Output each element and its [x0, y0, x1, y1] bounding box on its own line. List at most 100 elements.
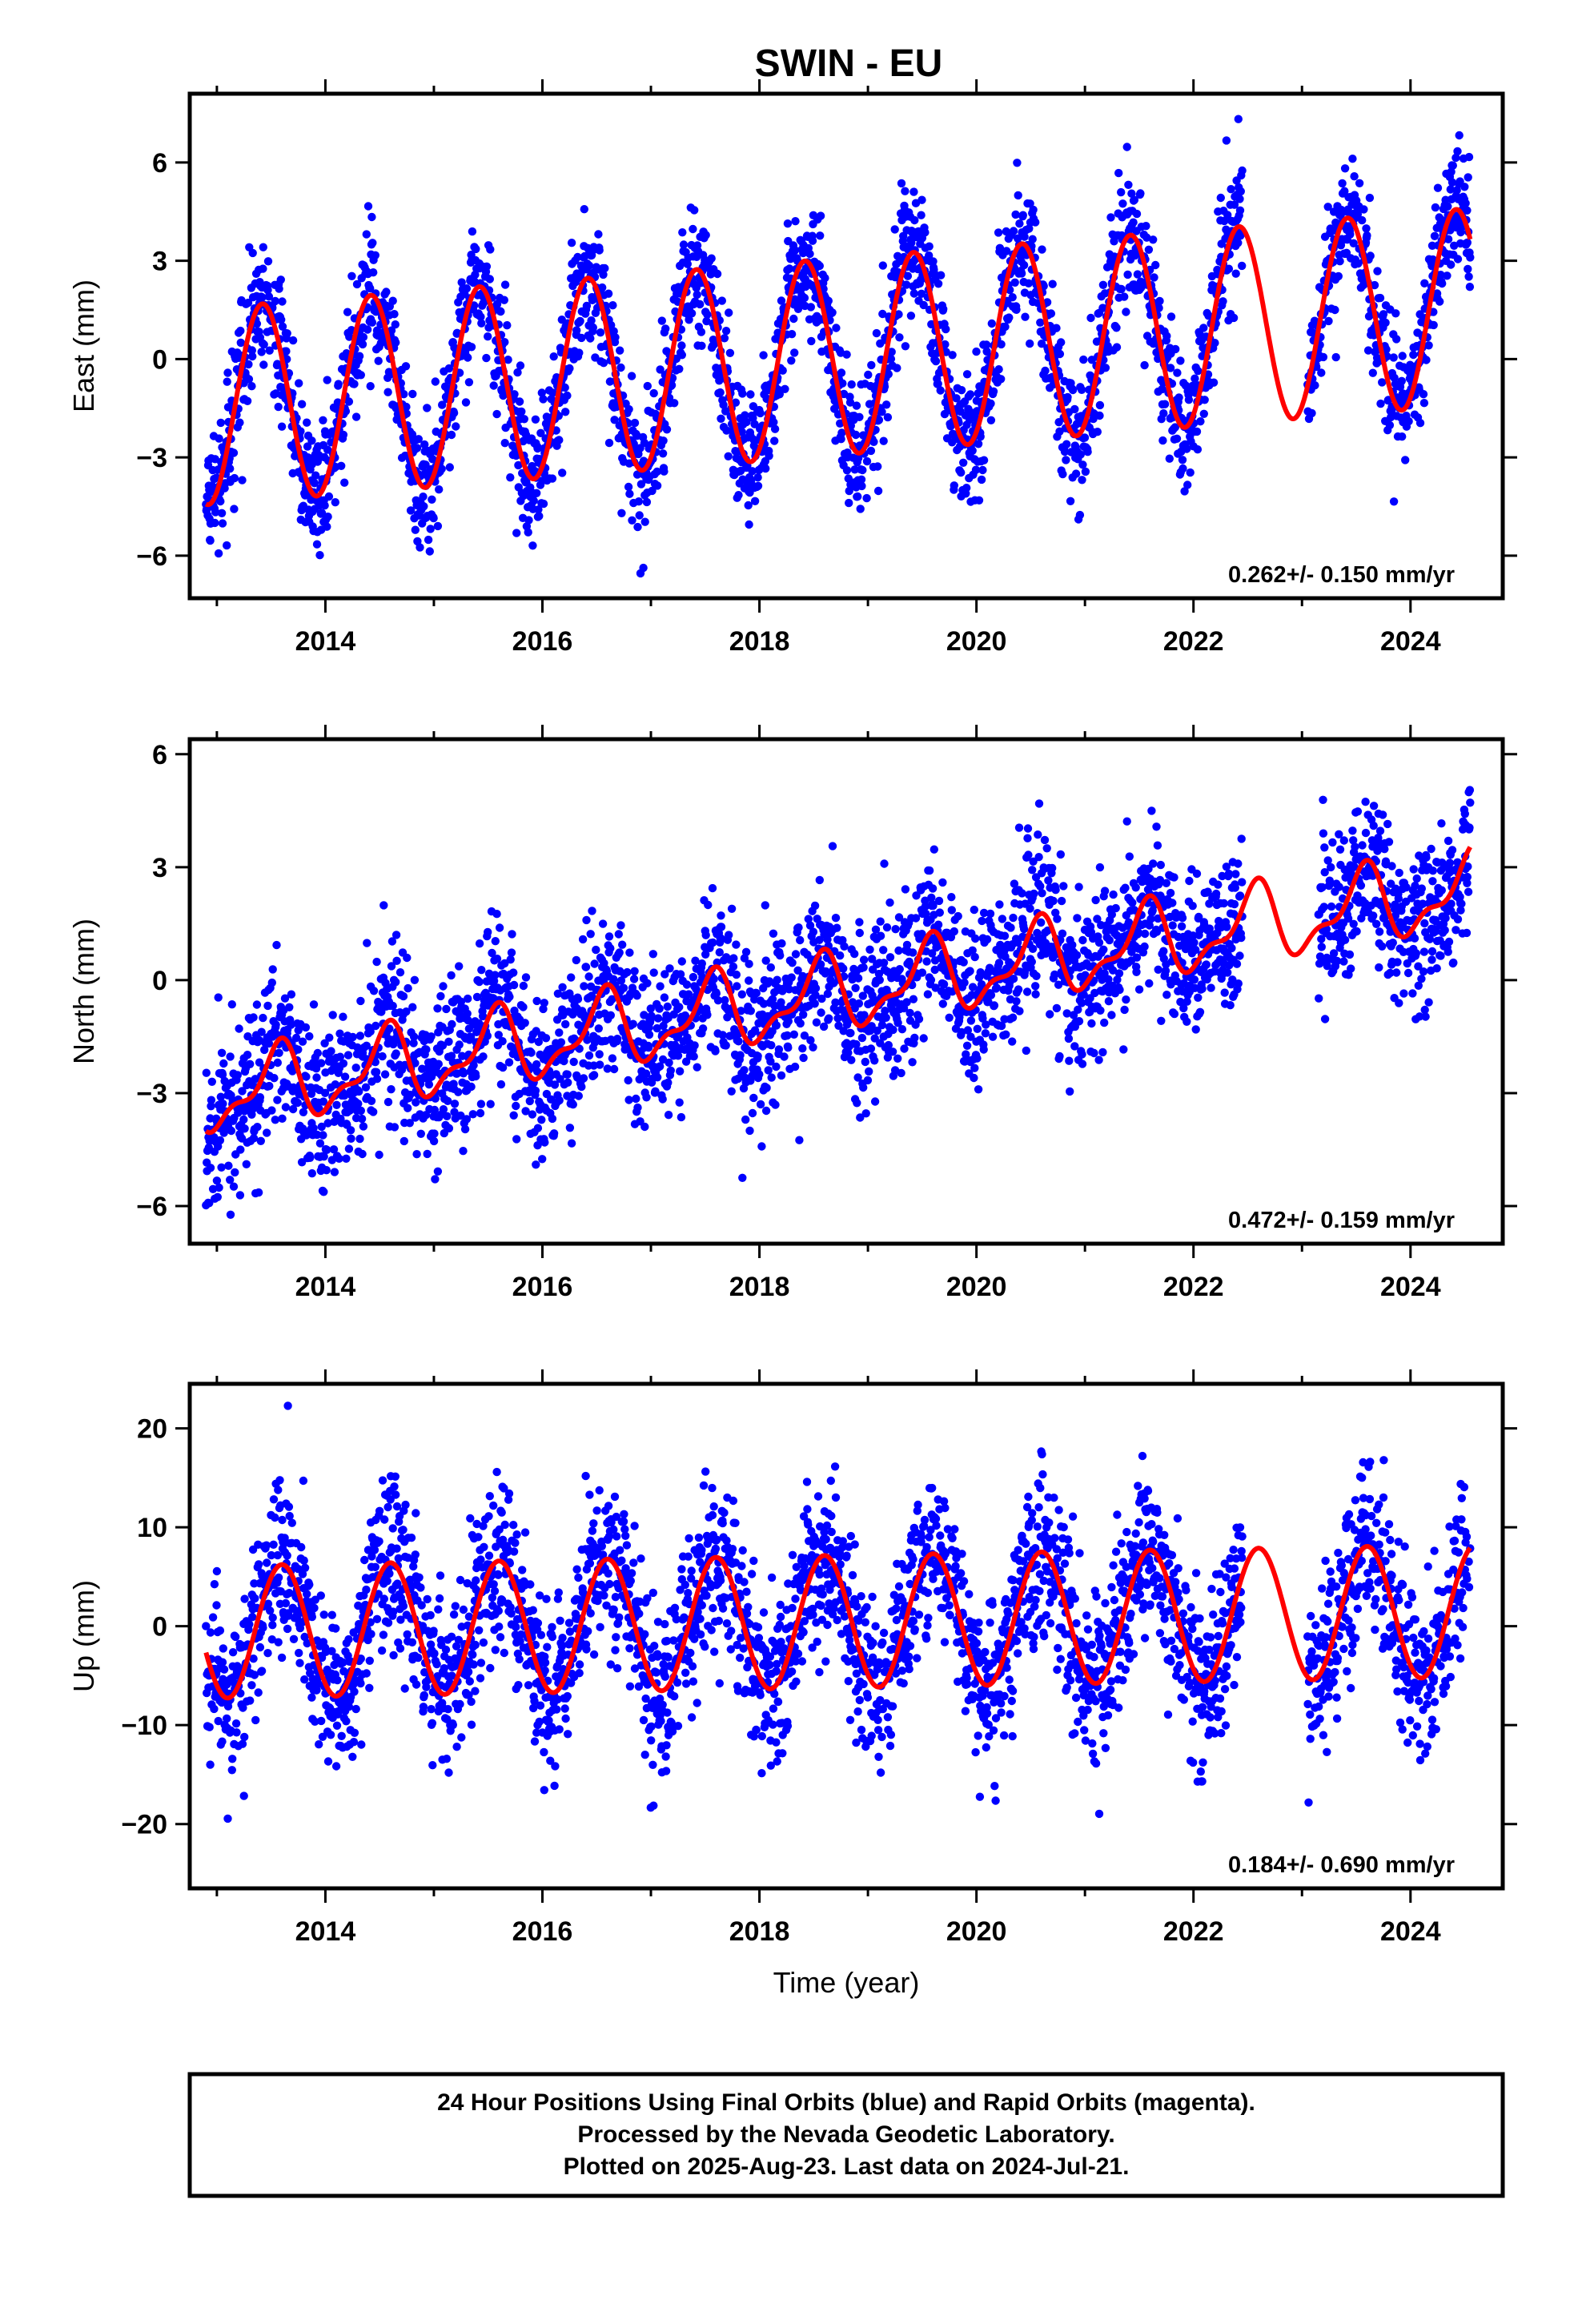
- data-point: [347, 1134, 355, 1144]
- data-point: [748, 1108, 757, 1118]
- data-point: [716, 388, 725, 397]
- data-point: [1038, 245, 1046, 254]
- data-point: [427, 1032, 436, 1041]
- data-point: [844, 1048, 853, 1057]
- data-point: [732, 940, 741, 949]
- data-point: [371, 251, 379, 259]
- data-point: [652, 1023, 661, 1033]
- data-point: [887, 348, 896, 356]
- data-point: [428, 495, 436, 504]
- data-point: [586, 930, 595, 939]
- data-point: [244, 375, 254, 384]
- data-point: [444, 1037, 453, 1047]
- data-point: [868, 991, 877, 1000]
- data-point: [937, 271, 946, 279]
- data-point: [929, 901, 938, 911]
- data-point: [877, 408, 886, 416]
- data-point: [584, 1051, 594, 1060]
- data-point: [928, 884, 938, 893]
- data-point: [859, 963, 868, 972]
- data-point: [790, 246, 800, 255]
- data-point: [867, 998, 876, 1007]
- data-point: [319, 1131, 327, 1140]
- data-point: [746, 390, 755, 399]
- data-point: [475, 1019, 484, 1028]
- data-point: [309, 1124, 318, 1132]
- data-point: [810, 901, 820, 911]
- data-point: [962, 1050, 970, 1059]
- data-point: [598, 283, 607, 292]
- data-point: [1415, 419, 1425, 428]
- data-point: [312, 1073, 321, 1082]
- data-point: [952, 394, 961, 403]
- data-point: [1428, 255, 1438, 264]
- data-point: [391, 931, 401, 939]
- data-point: [563, 1070, 572, 1079]
- data-point: [1447, 167, 1456, 176]
- data-point: [1455, 131, 1464, 140]
- data-point: [649, 968, 658, 977]
- data-point: [464, 378, 474, 387]
- data-point: [936, 386, 945, 395]
- data-point: [329, 1145, 339, 1154]
- y-tick-label: −6: [136, 541, 167, 572]
- data-point: [1370, 280, 1379, 290]
- data-point: [303, 418, 311, 427]
- data-point: [737, 428, 746, 436]
- data-point: [938, 878, 947, 887]
- data-point: [282, 347, 291, 356]
- data-point: [617, 509, 626, 517]
- data-point: [340, 478, 349, 487]
- data-point: [294, 1045, 303, 1054]
- data-point: [1398, 352, 1407, 360]
- data-point: [1186, 468, 1195, 477]
- data-point: [960, 978, 969, 987]
- data-point: [412, 1150, 421, 1159]
- data-point: [633, 522, 642, 532]
- data-point: [472, 244, 480, 254]
- data-point: [624, 1076, 632, 1085]
- data-point: [257, 348, 266, 356]
- data-point: [938, 999, 948, 1008]
- data-point: [596, 328, 605, 337]
- data-point: [616, 921, 625, 930]
- data-point: [804, 915, 813, 923]
- data-point: [750, 497, 760, 505]
- data-point: [703, 1011, 712, 1019]
- data-point: [766, 1057, 775, 1066]
- data-point: [437, 464, 446, 473]
- data-point: [878, 261, 888, 270]
- data-point: [959, 958, 968, 967]
- data-point: [889, 1025, 897, 1035]
- data-point: [1465, 283, 1475, 292]
- data-point: [1010, 278, 1019, 287]
- data-point: [662, 425, 672, 434]
- data-point: [291, 1033, 301, 1043]
- data-point: [335, 1029, 344, 1038]
- data-point: [1120, 292, 1129, 301]
- data-point: [865, 1067, 873, 1076]
- data-point: [1046, 309, 1056, 318]
- data-point: [1236, 187, 1246, 196]
- data-point: [1385, 420, 1395, 430]
- data-point: [853, 454, 863, 463]
- data-point: [815, 261, 824, 271]
- chart-title: SWIN - EU: [755, 42, 943, 85]
- data-point: [323, 1145, 331, 1155]
- data-point: [783, 1031, 792, 1040]
- data-point: [500, 296, 508, 304]
- data-point: [789, 1030, 798, 1039]
- data-point: [296, 427, 305, 436]
- data-point: [870, 1097, 880, 1106]
- data-point: [757, 1142, 766, 1151]
- data-point: [400, 1136, 408, 1146]
- data-point: [974, 496, 984, 505]
- data-point: [586, 334, 595, 343]
- data-point: [746, 1007, 755, 1015]
- data-point: [1018, 211, 1028, 219]
- data-point: [454, 1088, 463, 1096]
- data-point: [1235, 195, 1244, 203]
- data-point: [503, 321, 512, 330]
- data-point: [1419, 390, 1428, 399]
- data-point: [448, 1019, 456, 1029]
